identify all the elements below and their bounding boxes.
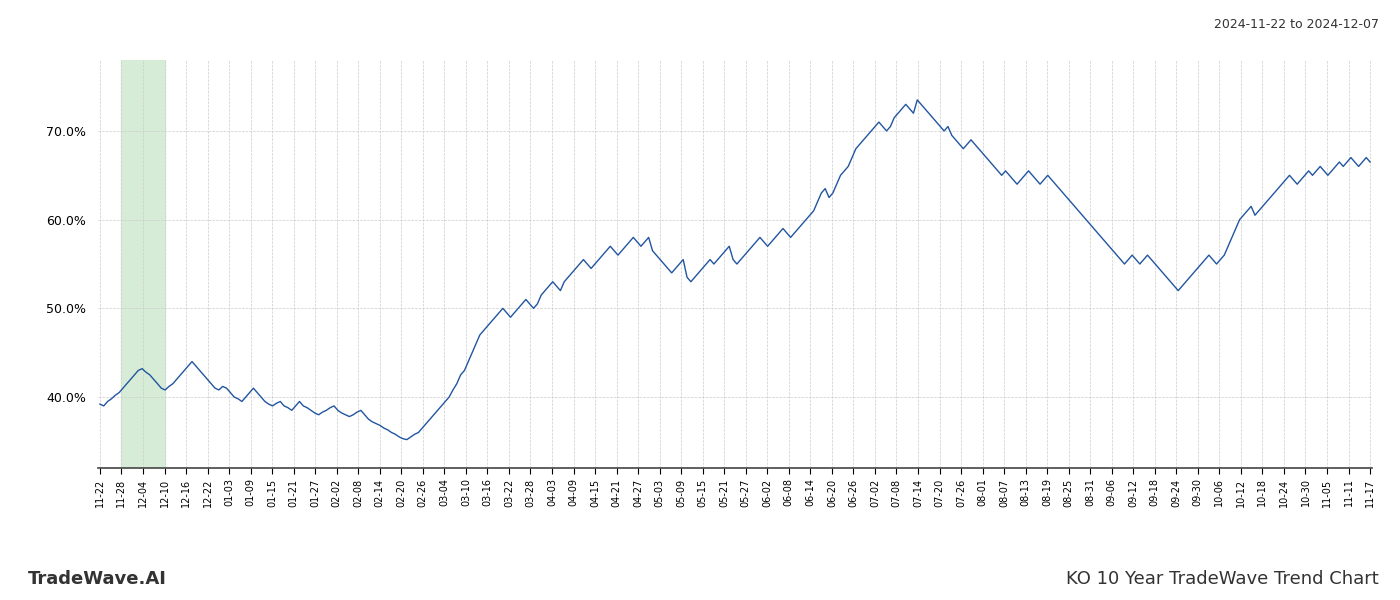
Text: TradeWave.AI: TradeWave.AI	[28, 570, 167, 588]
Text: 2024-11-22 to 2024-12-07: 2024-11-22 to 2024-12-07	[1214, 18, 1379, 31]
Text: KO 10 Year TradeWave Trend Chart: KO 10 Year TradeWave Trend Chart	[1067, 570, 1379, 588]
Bar	[122, 60, 165, 468]
